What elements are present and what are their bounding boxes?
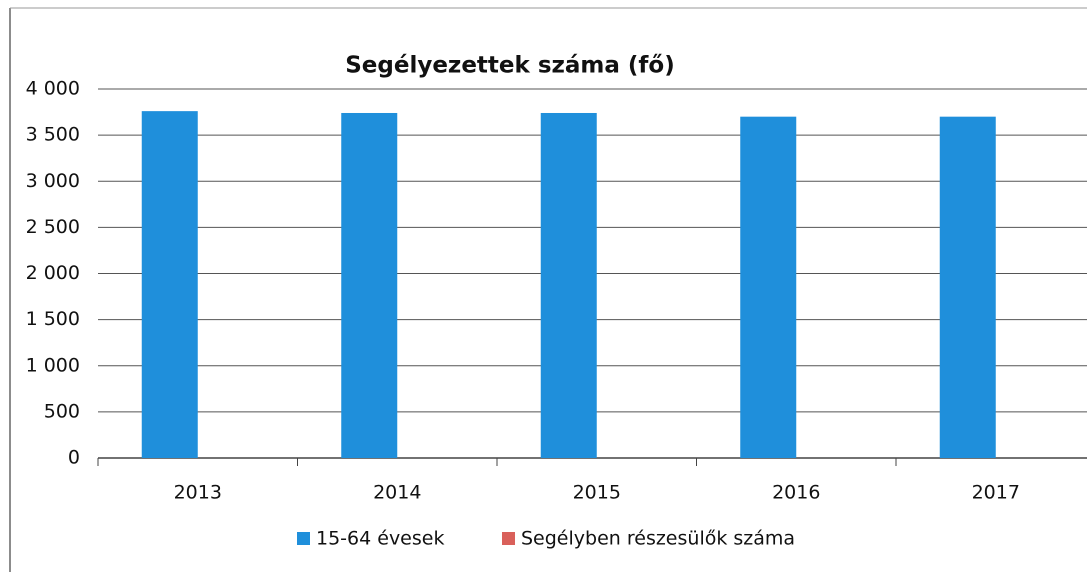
y-tick-label: 2 000 bbox=[26, 262, 80, 284]
y-tick-label: 3 500 bbox=[26, 124, 80, 146]
x-tick-label: 2013 bbox=[174, 482, 222, 504]
y-tick-label: 4 000 bbox=[26, 78, 80, 100]
y-tick-label: 3 000 bbox=[26, 170, 80, 192]
bar bbox=[540, 112, 597, 459]
bar bbox=[939, 116, 996, 459]
bar bbox=[341, 112, 398, 459]
x-tick-label: 2016 bbox=[772, 482, 820, 504]
x-tick-label: 2014 bbox=[373, 482, 421, 504]
x-tick-label: 2015 bbox=[573, 482, 621, 504]
x-tick-label: 2017 bbox=[972, 482, 1020, 504]
legend-label: 15-64 évesek bbox=[316, 528, 444, 550]
y-tick-label: 1 500 bbox=[26, 308, 80, 330]
bar bbox=[141, 111, 198, 458]
bar bbox=[740, 116, 797, 459]
chart-title: Segélyezettek száma (fő) bbox=[345, 53, 675, 79]
legend-swatch bbox=[502, 532, 515, 545]
legend-swatch bbox=[297, 532, 310, 545]
y-tick-label: 2 500 bbox=[26, 216, 80, 238]
y-tick-label: 0 bbox=[68, 447, 80, 469]
legend-label: Segélyben részesülők száma bbox=[521, 528, 795, 550]
y-tick-label: 1 000 bbox=[26, 354, 80, 376]
y-tick-label: 500 bbox=[44, 400, 80, 422]
